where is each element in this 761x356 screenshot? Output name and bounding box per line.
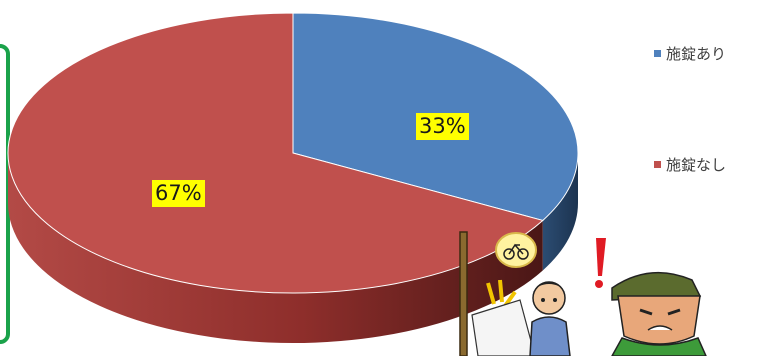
pie-side-0 [542,153,578,271]
legend-label-unlocked: 施錠なし [666,156,727,174]
data-label-unlocked: 67% [152,180,205,208]
worried-people-illustration [459,231,707,356]
pie-side-1 [8,153,543,343]
legend-item-locked: 施錠あり [654,43,726,64]
legend-item-unlocked: 施錠なし [654,154,726,175]
data-label-locked: 33% [416,113,469,141]
legend-swatch-unlocked [654,161,661,168]
legend-label-locked: 施錠あり [666,45,727,63]
legend-swatch-locked [654,50,661,57]
pie-slice-1 [7,12,544,294]
